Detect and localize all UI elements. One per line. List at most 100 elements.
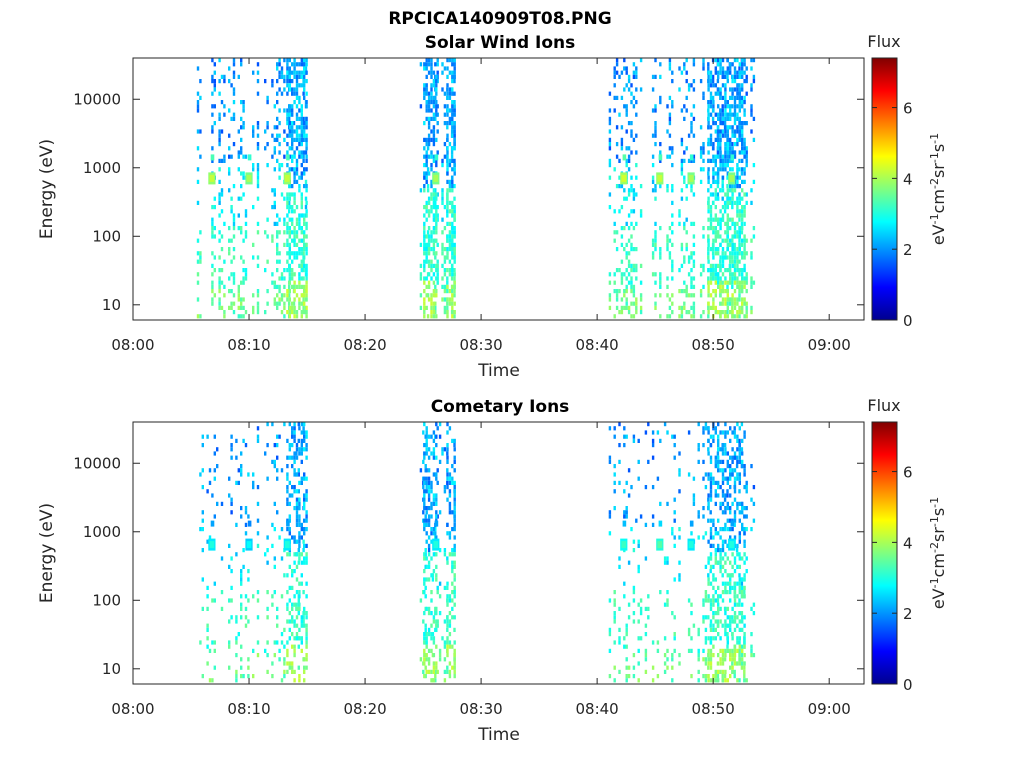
heatmap-cell <box>712 644 715 649</box>
heatmap-cell <box>425 150 428 155</box>
heatmap-cell <box>441 200 444 205</box>
heatmap-cell <box>448 632 452 637</box>
heatmap-cell <box>288 121 291 126</box>
heatmap-cell <box>627 213 631 218</box>
heatmap-cell <box>453 70 456 75</box>
heatmap-cell <box>242 154 245 159</box>
heatmap-cell <box>453 230 456 235</box>
heatmap-cell <box>201 527 204 532</box>
heatmap-cell <box>714 112 717 117</box>
heatmap-cell <box>283 422 286 427</box>
heatmap-cell <box>446 91 449 96</box>
heatmap-cell <box>750 200 753 205</box>
heatmap-cell <box>240 62 243 67</box>
heatmap-cell <box>738 247 741 252</box>
heatmap-cell <box>726 133 729 138</box>
heatmap-cell <box>242 314 245 319</box>
heatmap-cell <box>286 485 289 490</box>
heatmap-cell <box>206 539 209 544</box>
heatmap-cell <box>240 581 243 586</box>
heatmap-cell <box>237 150 240 155</box>
heatmap-cell <box>736 200 739 205</box>
heatmap-cell <box>707 125 710 130</box>
heatmap-cell <box>712 535 715 540</box>
heatmap-cell <box>232 74 236 79</box>
heatmap-cell <box>298 74 301 79</box>
heatmap-cell <box>300 226 303 231</box>
heatmap-cell <box>252 293 255 298</box>
heatmap-cell <box>625 104 628 109</box>
heatmap-cell <box>668 314 672 319</box>
heatmap-cell <box>627 158 631 163</box>
heatmap-cell <box>729 272 732 277</box>
heatmap-cell <box>273 640 276 645</box>
heatmap-cell <box>451 230 454 235</box>
heatmap-cell <box>293 196 296 201</box>
heatmap-cell <box>213 83 216 88</box>
heatmap-cell <box>687 430 691 435</box>
heatmap-cell <box>733 485 737 490</box>
heatmap-cell <box>237 129 240 134</box>
heatmap-cell <box>608 146 612 151</box>
heatmap-cell <box>729 188 732 193</box>
heatmap-cell <box>300 422 303 427</box>
heatmap-cell <box>678 577 681 582</box>
heatmap-cell <box>709 640 713 645</box>
heatmap-cell <box>293 179 296 184</box>
heatmap-cell <box>704 564 708 569</box>
heatmap-cell <box>678 468 681 473</box>
heatmap-cell <box>305 247 308 252</box>
heatmap-cell <box>228 188 231 193</box>
heatmap-cell <box>673 434 676 439</box>
heatmap-cell <box>441 192 444 197</box>
y-tick-label: 10 <box>102 296 121 314</box>
heatmap-cell <box>741 280 744 285</box>
heatmap-cell <box>738 648 741 653</box>
heatmap-cell <box>450 289 454 294</box>
heatmap-cell <box>424 552 427 557</box>
heatmap-cell <box>288 226 291 231</box>
heatmap-cell <box>721 251 724 256</box>
heatmap-cell <box>724 623 727 628</box>
heatmap-cell <box>435 112 438 117</box>
heatmap-cell <box>256 301 260 306</box>
y-tick-label: 1000 <box>83 523 121 541</box>
heatmap-cell <box>446 497 449 502</box>
peak-cell <box>434 520 439 527</box>
heatmap-cell <box>644 556 648 561</box>
heatmap-cell <box>430 514 433 519</box>
heatmap-cell <box>305 310 308 315</box>
heatmap-cell <box>453 142 456 147</box>
heatmap-cell <box>690 121 693 126</box>
heatmap-cell <box>448 163 452 168</box>
heatmap-cell <box>436 623 439 628</box>
heatmap-cell <box>702 66 705 71</box>
heatmap-cell <box>741 459 744 464</box>
heatmap-cell <box>716 451 720 456</box>
heatmap-cell <box>729 560 732 565</box>
heatmap-cell <box>615 125 619 130</box>
heatmap-cell <box>230 501 233 506</box>
heatmap-cell <box>721 543 725 548</box>
heatmap-cell <box>723 657 727 662</box>
heatmap-cell <box>673 615 676 620</box>
heatmap-cell <box>291 184 294 189</box>
heatmap-cell <box>453 543 456 548</box>
heatmap-cell <box>291 665 294 670</box>
heatmap-cell <box>432 200 436 205</box>
heatmap-cell <box>303 284 306 289</box>
heatmap-cell <box>293 594 296 599</box>
heatmap-cell <box>627 263 631 268</box>
heatmap-cell <box>707 447 710 452</box>
heatmap-cell <box>620 280 624 285</box>
heatmap-cell <box>726 314 729 319</box>
heatmap-cell <box>741 137 744 142</box>
heatmap-cell <box>278 70 281 75</box>
heatmap-cell <box>295 179 299 184</box>
heatmap-cell <box>741 125 744 130</box>
heatmap-cell <box>678 527 681 532</box>
heatmap-cell <box>427 657 431 662</box>
y-tick-label: 10000 <box>73 90 121 108</box>
heatmap-cell <box>453 552 456 557</box>
heatmap-cell <box>271 238 274 243</box>
